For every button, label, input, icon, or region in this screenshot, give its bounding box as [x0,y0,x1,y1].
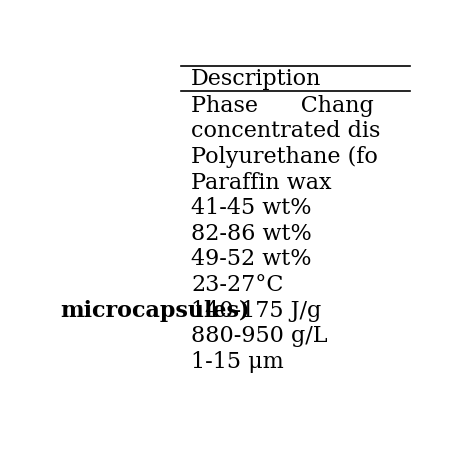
Text: Paraffin wax: Paraffin wax [191,171,331,193]
Text: 41-45 wt%: 41-45 wt% [191,197,311,219]
Text: 880-950 g/L: 880-950 g/L [191,324,327,347]
Text: 1-15 μm: 1-15 μm [191,350,283,372]
Text: microcapsules): microcapsules) [61,299,249,321]
Text: Polyurethane (fo: Polyurethane (fo [191,146,377,167]
Text: 140-175 J/g: 140-175 J/g [191,299,321,321]
Text: 23-27°C: 23-27°C [191,273,283,295]
Text: 49-52 wt%: 49-52 wt% [191,248,311,270]
Text: concentrated dis: concentrated dis [191,120,380,142]
Text: Phase      Chang: Phase Chang [191,95,373,116]
Text: 82-86 wt%: 82-86 wt% [191,222,311,244]
Text: Description: Description [191,68,321,90]
